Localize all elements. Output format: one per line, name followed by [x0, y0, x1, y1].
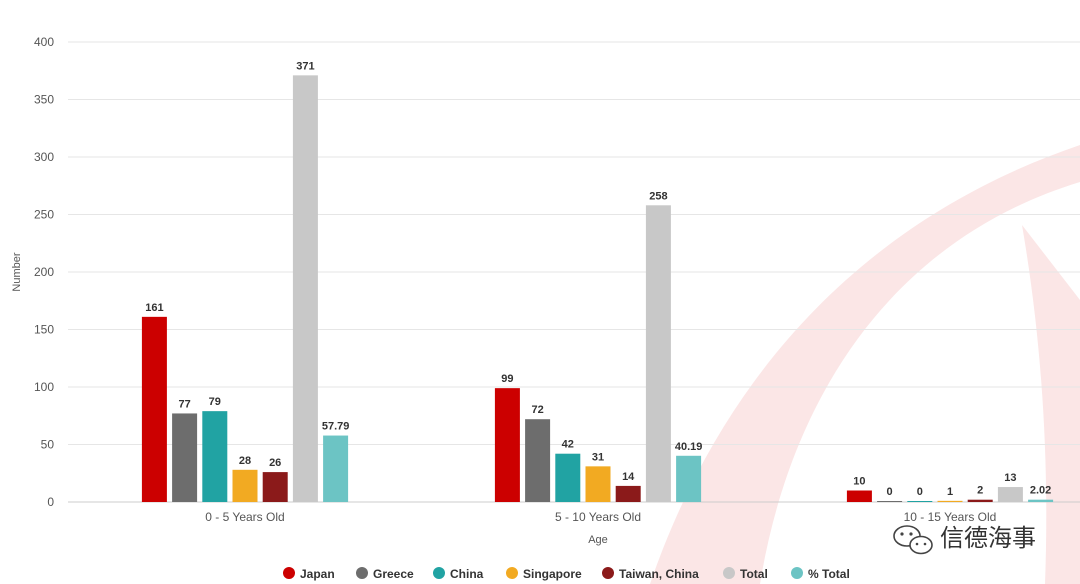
x-tick-label: 0 - 5 Years Old: [205, 510, 284, 524]
y-axis-title: Number: [11, 252, 23, 291]
legend-label: Singapore: [523, 567, 582, 581]
bar: [967, 499, 993, 502]
data-label: 371: [296, 60, 314, 72]
legend-label: China: [450, 567, 484, 581]
bar: [323, 435, 349, 502]
bar: [525, 419, 551, 502]
x-tick-label: 10 - 15 Years Old: [904, 510, 997, 524]
legend-label: Taiwan, China: [619, 567, 699, 581]
y-tick-label: 0: [47, 495, 54, 509]
y-tick-label: 100: [34, 380, 54, 394]
legend-label: Total: [740, 567, 768, 581]
bar: [141, 316, 167, 502]
watermark-left: 大数跨境: [15, 551, 138, 579]
legend-item[interactable]: Greece: [356, 567, 414, 581]
legend-item[interactable]: Japan: [283, 567, 335, 581]
data-label: 161: [145, 302, 163, 314]
data-label: 57.79: [322, 421, 350, 433]
y-tick-label: 250: [34, 208, 54, 222]
grid-lines: [68, 41, 1080, 503]
data-label: 0: [917, 486, 923, 498]
legend-label: Greece: [373, 567, 414, 581]
bar: [615, 485, 641, 502]
data-label: 77: [178, 398, 190, 410]
legend-item[interactable]: Singapore: [506, 567, 582, 581]
x-tick-label: 5 - 10 Years Old: [555, 510, 641, 524]
watermark-left-text: 大数跨境: [50, 554, 138, 579]
bar: [585, 466, 611, 502]
legend-item[interactable]: China: [433, 567, 484, 581]
y-tick-label: 150: [34, 323, 54, 337]
background-swoosh-decoration: [650, 145, 1080, 584]
bar: [1028, 499, 1054, 502]
bar: [232, 469, 258, 502]
bar: [555, 453, 581, 502]
bar: [676, 455, 702, 502]
bar: [262, 472, 288, 502]
y-tick-label: 50: [41, 438, 55, 452]
data-label: 2: [977, 485, 983, 497]
legend-item[interactable]: Total: [723, 567, 768, 581]
data-label: 14: [622, 471, 635, 483]
data-label: 99: [501, 373, 513, 385]
watermark-right: 信德海事: [893, 524, 1036, 555]
bar: [846, 490, 872, 502]
wechat-logo-icon: [893, 525, 933, 555]
data-label: 258: [649, 190, 667, 202]
legend-marker: [433, 567, 445, 579]
y-tick-label: 350: [34, 93, 54, 107]
legend-item[interactable]: % Total: [791, 567, 850, 581]
bar: [494, 388, 520, 502]
legend-item[interactable]: Taiwan, China: [602, 567, 699, 581]
bar: [172, 413, 198, 502]
legend-marker: [791, 567, 803, 579]
bar: [937, 500, 963, 502]
legend-marker: [723, 567, 735, 579]
bar: [645, 205, 671, 503]
data-label: 31: [592, 451, 604, 463]
bars: [141, 75, 1054, 503]
legend-marker: [602, 567, 614, 579]
legend-marker: [356, 567, 368, 579]
x-axis-title: Age: [588, 534, 608, 546]
data-label: 26: [269, 457, 281, 469]
bar: [292, 75, 318, 502]
y-tick-label: 300: [34, 150, 54, 164]
x-axis-ticks: 0 - 5 Years Old 5 - 10 Years Old 10 - 15 Y…: [205, 510, 996, 524]
legend-marker: [283, 567, 295, 579]
watermark-right-text: 信德海事: [940, 524, 1036, 552]
legend: Japan Greece China Singapore Taiwan, China To…: [283, 567, 850, 581]
data-label: 42: [562, 439, 574, 451]
data-label: 10: [853, 476, 865, 488]
bar: [877, 501, 903, 502]
legend-label: % Total: [808, 567, 850, 581]
data-label: 0: [887, 486, 893, 498]
data-label: 28: [239, 455, 251, 467]
y-tick-label: 200: [34, 265, 54, 279]
legend-marker: [506, 567, 518, 579]
data-label: 79: [209, 396, 221, 408]
y-tick-label: 400: [34, 35, 54, 49]
data-label: 72: [531, 404, 543, 416]
bar: [907, 501, 933, 502]
data-label: 2.02: [1030, 485, 1051, 497]
bar: [202, 411, 228, 502]
bar: [997, 487, 1023, 502]
y-axis-ticks: 0 50 100 150 200 250 300 350 400: [34, 35, 54, 509]
legend-label: Japan: [300, 567, 335, 581]
data-label: 40.19: [675, 441, 703, 453]
weibo-logo-icon: [15, 551, 43, 578]
data-label: 1: [947, 486, 953, 498]
data-label: 13: [1004, 472, 1016, 484]
